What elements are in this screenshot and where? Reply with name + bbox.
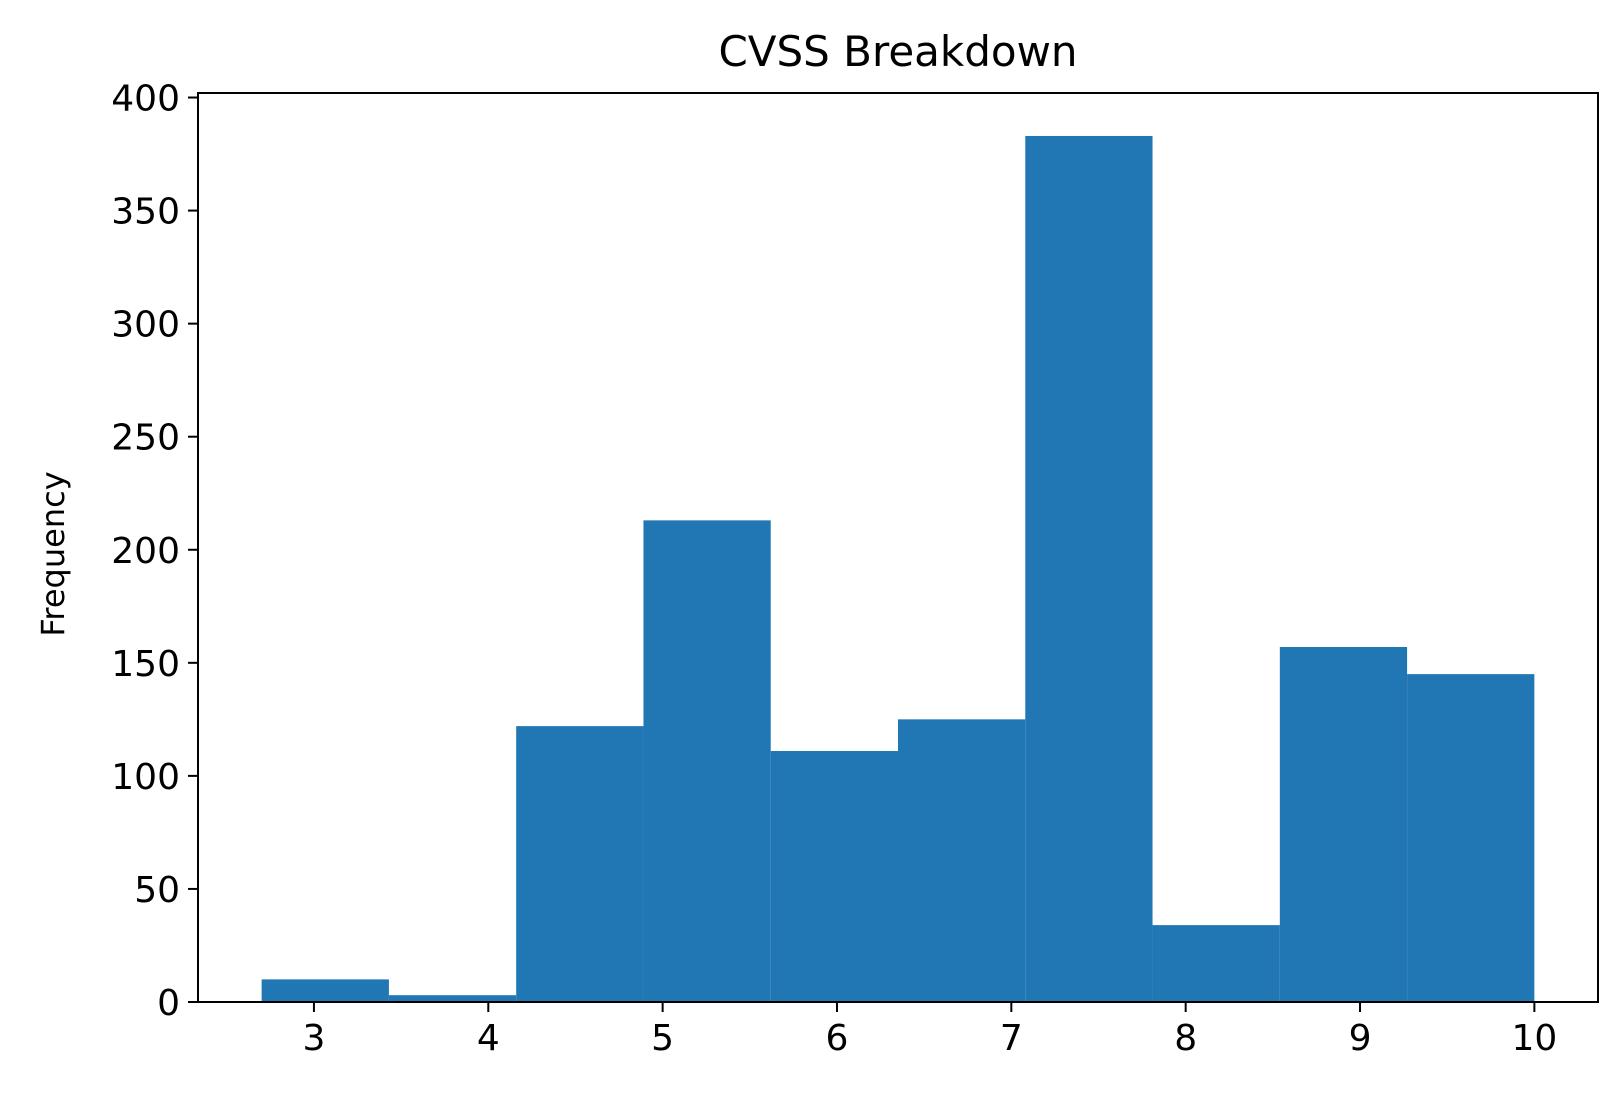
histogram-bar-3 [516,726,644,1002]
y-tick-label: 0 [157,983,180,1024]
histogram-bar-4 [643,520,771,1002]
histogram-bar-5 [770,751,898,1002]
x-tick-label: 3 [302,1018,325,1059]
histogram-bar-7 [1025,135,1153,1002]
x-tick-label: 9 [1349,1018,1372,1059]
bars-layer [261,135,1535,1002]
x-tick-label: 5 [651,1018,674,1059]
x-tick-label: 10 [1511,1018,1557,1059]
chart-title: CVSS Breakdown [718,27,1077,76]
x-tick-label: 4 [477,1018,500,1059]
y-tick-label: 150 [111,644,180,685]
histogram-bar-2 [388,995,517,1002]
y-tick-label: 200 [111,531,180,572]
histogram-bar-1 [261,979,389,1002]
y-tick-label: 250 [111,418,180,459]
y-tick-label: 300 [111,305,180,346]
histogram-bar-8 [1152,925,1280,1002]
y-tick-label: 50 [134,870,180,911]
histogram-bar-10 [1407,674,1535,1002]
histogram-bar-6 [898,719,1026,1002]
y-tick-label: 400 [111,79,180,120]
y-axis-label: Frequency [34,471,72,636]
plot-frame [197,92,1599,1003]
x-tick-label: 6 [826,1018,849,1059]
histogram-bar-9 [1279,646,1408,1002]
y-axis-ticks: 0 50 100 150 200 250 300 350 400 [111,79,198,1024]
x-tick-label: 8 [1174,1018,1197,1059]
y-tick-label: 100 [111,757,180,798]
x-tick-label: 7 [1000,1018,1023,1059]
x-axis-ticks: 3 4 5 6 7 8 9 10 [302,1002,1557,1059]
y-tick-label: 350 [111,192,180,233]
